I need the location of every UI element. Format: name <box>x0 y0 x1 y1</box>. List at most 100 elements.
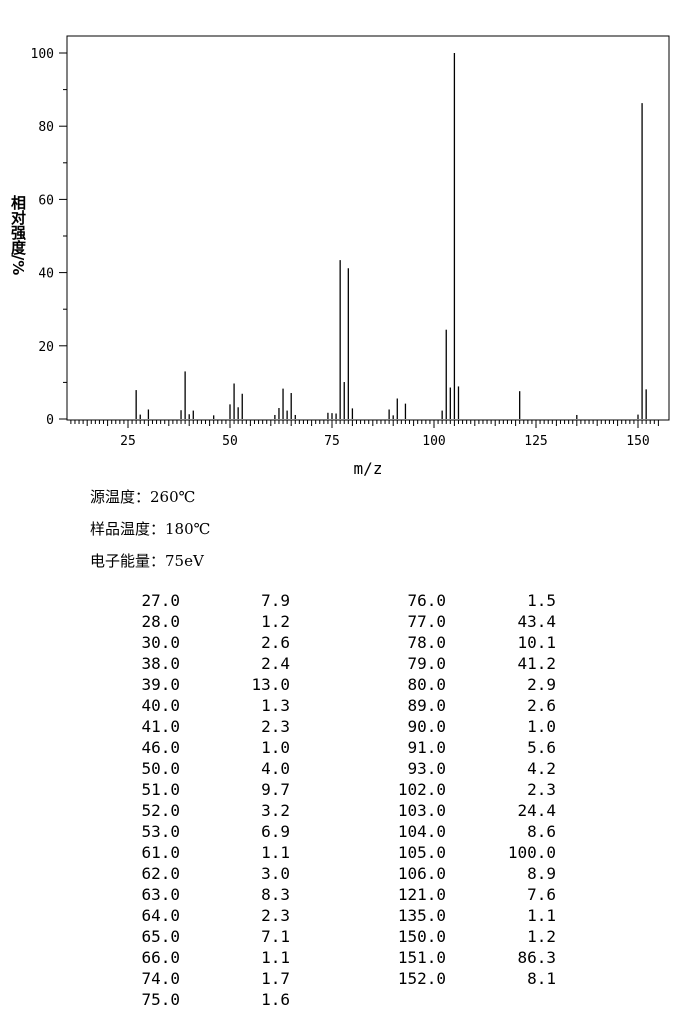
peak-abundance: 7.9 <box>261 591 290 610</box>
peak-abundance: 2.3 <box>527 780 556 799</box>
y-axis-label: 相对强度/% <box>9 194 27 275</box>
peak-row: 53.0 6.9 <box>126 821 290 842</box>
plot-frame <box>66 35 670 421</box>
peak-abundance: 1.6 <box>261 990 290 1009</box>
peak-row: 80.0 2.9 <box>392 674 556 695</box>
peak-row: 40.0 1.3 <box>126 695 290 716</box>
peak-mz: 76.0 <box>407 591 446 610</box>
peak-mz: 40.0 <box>141 696 180 715</box>
peak-abundance: 13.0 <box>251 675 290 694</box>
peak-abundance: 8.3 <box>261 885 290 904</box>
peak-mz: 66.0 <box>141 948 180 967</box>
peak-abundance: 4.0 <box>261 759 290 778</box>
peak-mz: 75.0 <box>141 990 180 1009</box>
peak-row: 61.0 1.1 <box>126 842 290 863</box>
peak-mz: 63.0 <box>141 885 180 904</box>
peak-abundance: 1.1 <box>261 948 290 967</box>
peak-abundance: 1.2 <box>261 612 290 631</box>
peak-abundance: 1.7 <box>261 969 290 988</box>
peak-row: 152.0 8.1 <box>392 968 556 989</box>
peak-mz: 77.0 <box>407 612 446 631</box>
peak-mz: 51.0 <box>141 780 180 799</box>
x-tick-label: 75 <box>324 434 340 449</box>
peak-row: 103.0 24.4 <box>392 800 556 821</box>
x-tick-label: 50 <box>222 434 238 449</box>
peak-mz: 53.0 <box>141 822 180 841</box>
peak-mz: 102.0 <box>397 780 446 799</box>
peak-abundance: 10.1 <box>517 633 556 652</box>
peak-row: 30.0 2.6 <box>126 632 290 653</box>
peak-mz: 65.0 <box>141 927 180 946</box>
y-tick-label: 0 <box>46 413 54 428</box>
peak-abundance: 43.4 <box>517 612 556 631</box>
peak-mz: 41.0 <box>141 717 180 736</box>
peak-mz: 28.0 <box>141 612 180 631</box>
y-tick-label: 100 <box>31 47 54 62</box>
peak-mz: 89.0 <box>407 696 446 715</box>
peak-mz: 80.0 <box>407 675 446 694</box>
peak-mz: 38.0 <box>141 654 180 673</box>
peak-row: 76.0 1.5 <box>392 590 556 611</box>
peak-abundance: 2.3 <box>261 717 290 736</box>
peak-mz: 103.0 <box>397 801 446 820</box>
peak-row: 65.0 7.1 <box>126 926 290 947</box>
peak-mz: 62.0 <box>141 864 180 883</box>
peak-row: 66.0 1.1 <box>126 947 290 968</box>
peak-abundance: 100.0 <box>507 843 556 862</box>
peak-row: 39.0 13.0 <box>126 674 290 695</box>
x-tick-label: 150 <box>626 434 649 449</box>
source-temperature-label: 源温度： <box>90 488 151 506</box>
peak-row: 38.0 2.4 <box>126 653 290 674</box>
mass-spectrum-chart: 25 50 75 100 125 150 0 20 40 60 80 100 m/z 相对强度/% <box>9 35 670 478</box>
peak-mz: 135.0 <box>397 906 446 925</box>
peak-row: 41.0 2.3 <box>126 716 290 737</box>
peak-row: 105.0 100.0 <box>392 842 556 863</box>
y-tick-label: 60 <box>38 193 54 208</box>
peak-mz: 121.0 <box>397 885 446 904</box>
peak-row: 77.0 43.4 <box>392 611 556 632</box>
peak-row: 75.0 1.6 <box>126 989 290 1010</box>
x-tick-label: 100 <box>422 434 445 449</box>
peak-mz: 52.0 <box>141 801 180 820</box>
peak-abundance: 1.1 <box>527 906 556 925</box>
peak-row: 121.0 7.6 <box>392 884 556 905</box>
electron-energy-value: 75eV <box>165 552 204 570</box>
peak-abundance: 4.2 <box>527 759 556 778</box>
peak-abundance: 41.2 <box>517 654 556 673</box>
peak-row: 52.0 3.2 <box>126 800 290 821</box>
peak-abundance: 1.0 <box>261 738 290 757</box>
peak-abundance: 3.2 <box>261 801 290 820</box>
peak-abundance: 2.9 <box>527 675 556 694</box>
y-tick-label: 20 <box>38 340 54 355</box>
peak-mz: 39.0 <box>141 675 180 694</box>
peak-row: 104.0 8.6 <box>392 821 556 842</box>
peak-row: 74.0 1.7 <box>126 968 290 989</box>
peak-mz: 152.0 <box>397 969 446 988</box>
electron-energy: 电子能量：75eV <box>90 550 204 571</box>
sample-temperature: 样品温度：180℃ <box>90 518 210 539</box>
peak-mz: 150.0 <box>397 927 446 946</box>
peak-row: 27.0 7.9 <box>126 590 290 611</box>
peak-row: 102.0 2.3 <box>392 779 556 800</box>
peak-abundance: 8.6 <box>527 822 556 841</box>
peak-mz: 151.0 <box>397 948 446 967</box>
peak-abundance: 2.6 <box>527 696 556 715</box>
peak-abundance: 9.7 <box>261 780 290 799</box>
peak-abundance: 5.6 <box>527 738 556 757</box>
peak-abundance: 7.1 <box>261 927 290 946</box>
x-axis-label: m/z <box>354 459 383 478</box>
peak-mz: 30.0 <box>141 633 180 652</box>
peak-mz: 104.0 <box>397 822 446 841</box>
peak-abundance: 2.6 <box>261 633 290 652</box>
peak-mz: 61.0 <box>141 843 180 862</box>
peak-abundance: 3.0 <box>261 864 290 883</box>
minor-ticks <box>70 420 659 428</box>
peak-mz: 90.0 <box>407 717 446 736</box>
source-temperature-value: 260℃ <box>150 488 196 506</box>
peak-row: 63.0 8.3 <box>126 884 290 905</box>
y-axis: 0 20 40 60 80 100 <box>31 47 67 428</box>
peak-mz: 50.0 <box>141 759 180 778</box>
sample-temperature-label: 样品温度： <box>90 520 166 538</box>
peak-row: 106.0 8.9 <box>392 863 556 884</box>
sample-temperature-value: 180℃ <box>165 520 211 538</box>
